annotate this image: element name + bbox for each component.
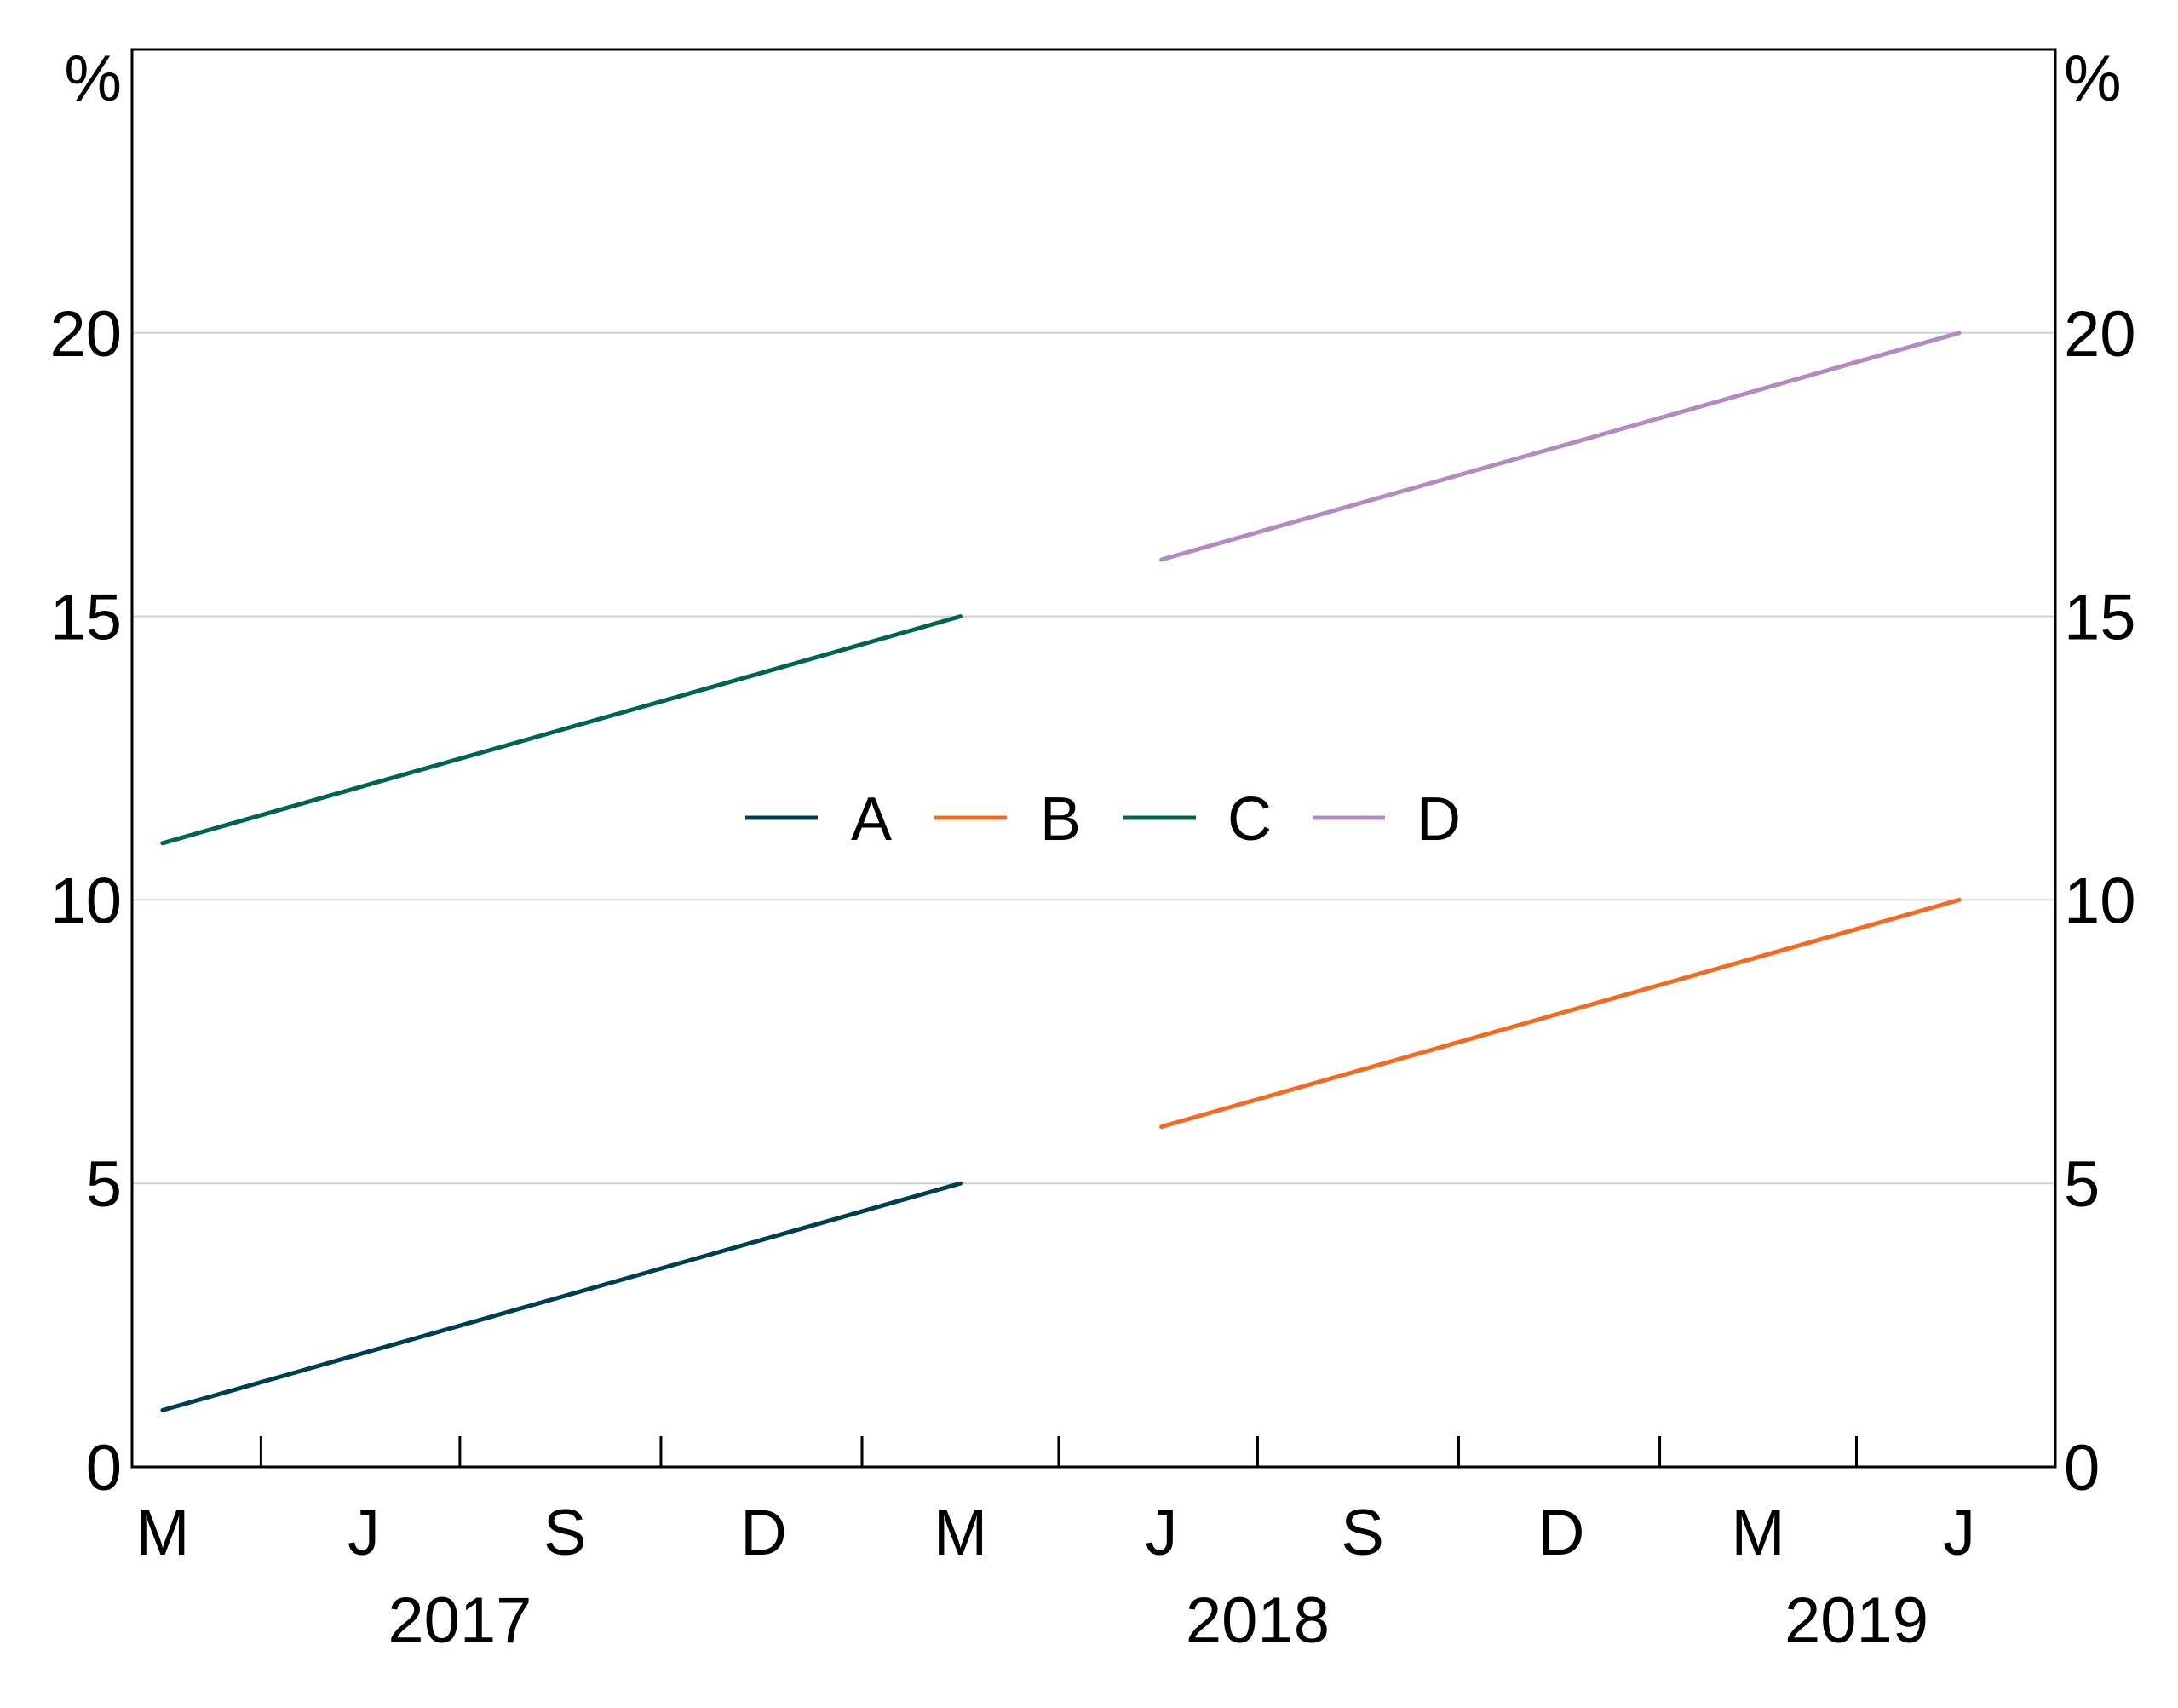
- x-month-label: J: [1943, 1497, 1975, 1569]
- x-month-label: S: [1341, 1497, 1384, 1569]
- y-tick-label-left: 20: [49, 298, 122, 371]
- series-lines: [160, 331, 1962, 1412]
- series-line-d: [1159, 331, 1962, 562]
- x-month-label: M: [934, 1497, 987, 1569]
- x-month-label: M: [135, 1497, 189, 1569]
- y-axis-labels: 0 0 5 5 10 10 15 15 20 20%%: [49, 43, 2135, 1504]
- gridlines: [132, 331, 2055, 1185]
- y-tick-label-left: 10: [49, 865, 122, 937]
- y-tick-label-right: 10: [2064, 865, 2136, 937]
- y-tick-label-left: 0: [86, 1432, 122, 1504]
- x-month-label: D: [1538, 1497, 1585, 1569]
- x-month-label: M: [1731, 1497, 1784, 1569]
- legend: A B C D: [745, 785, 1461, 854]
- series-line-c: [160, 614, 963, 846]
- plot-frame: [130, 48, 2057, 1469]
- series-line-b: [1159, 897, 1962, 1130]
- y-tick-label-right: 15: [2064, 582, 2136, 654]
- legend-label-a: A: [851, 785, 892, 854]
- y-unit-label-right: %: [2064, 43, 2122, 115]
- y-unit-label-left: %: [64, 43, 122, 115]
- y-tick-label-right: 5: [2064, 1148, 2100, 1221]
- x-month-label: S: [543, 1497, 587, 1569]
- x-month-label: D: [740, 1497, 787, 1569]
- legend-label-d: D: [1417, 785, 1461, 854]
- x-month-label: J: [1146, 1497, 1178, 1569]
- legend-label-c: C: [1227, 785, 1272, 854]
- x-month-label: J: [348, 1497, 380, 1569]
- series-line-a: [160, 1181, 963, 1412]
- legend-label-b: B: [1040, 785, 1081, 854]
- x-year-label: 2018: [1186, 1584, 1330, 1657]
- x-year-label: 2019: [1784, 1584, 1928, 1657]
- x-year-label: 2017: [388, 1584, 532, 1657]
- y-tick-label-right: 0: [2064, 1432, 2100, 1504]
- y-tick-label-left: 15: [49, 582, 122, 654]
- y-tick-label-right: 20: [2064, 298, 2136, 371]
- y-tick-label-left: 5: [86, 1148, 122, 1221]
- x-axis-ticks: [259, 1436, 1859, 1467]
